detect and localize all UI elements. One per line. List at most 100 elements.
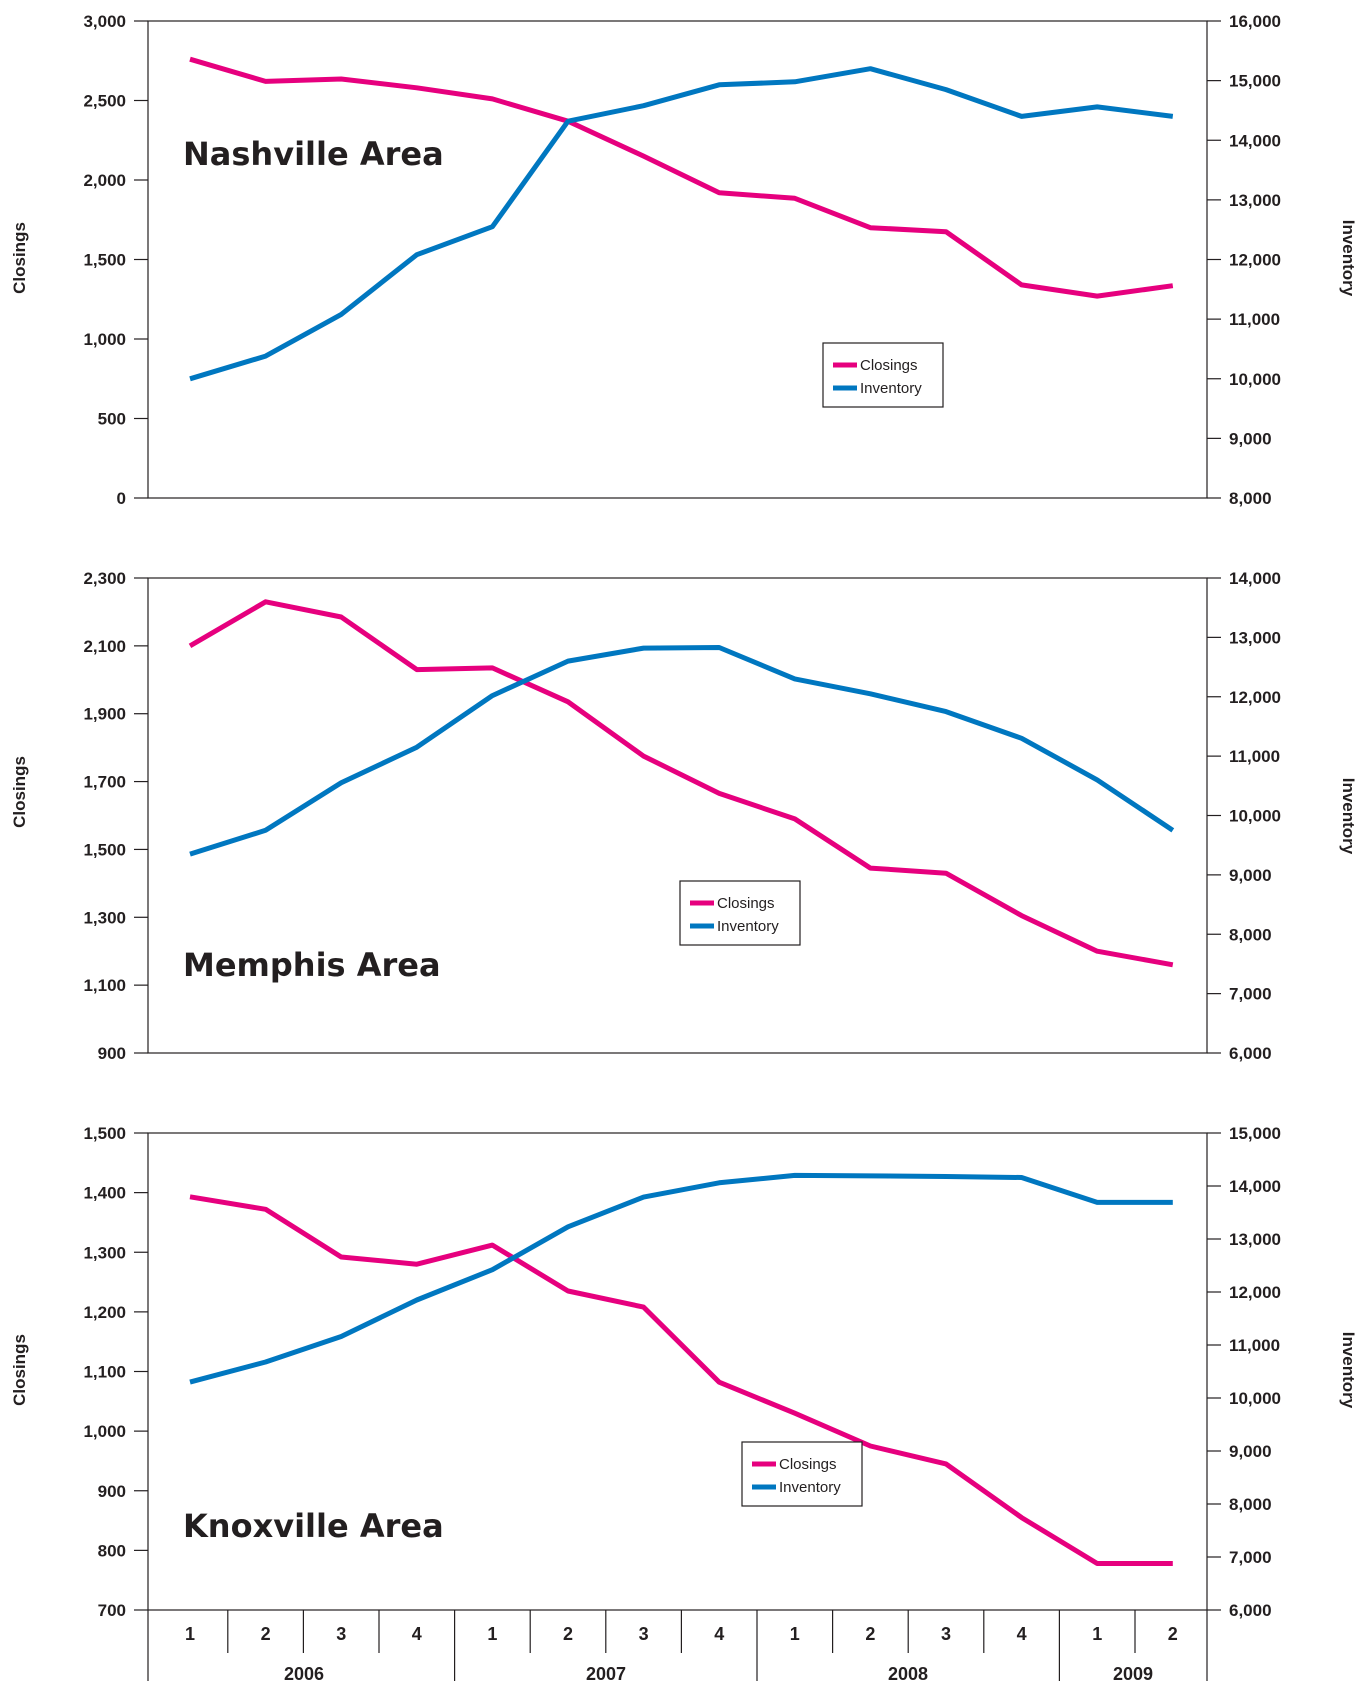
year-label: 2009 <box>1113 1664 1153 1684</box>
legend-label-inventory: Inventory <box>860 380 922 397</box>
left-axis-title: Closings <box>10 222 29 294</box>
quarter-label: 2 <box>563 1624 573 1644</box>
right-tick-label: 12,000 <box>1229 251 1281 270</box>
quarter-label: 1 <box>185 1624 195 1644</box>
series-line-closings <box>189 56 1174 299</box>
quarter-label: 3 <box>941 1624 951 1644</box>
quarter-label: 2 <box>865 1624 875 1644</box>
left-tick-label: 2,000 <box>83 171 126 190</box>
left-tick-label: 1,900 <box>83 705 126 724</box>
right-tick-label: 9,000 <box>1229 1442 1272 1461</box>
series-line-inventory <box>189 1172 1173 1385</box>
panel-title: Nashville Area <box>183 135 444 173</box>
right-axis-title: Inventory <box>1339 1332 1358 1409</box>
series-line-inventory <box>189 66 1174 382</box>
right-tick-label: 6,000 <box>1229 1044 1272 1063</box>
quarter-label: 1 <box>790 1624 800 1644</box>
right-tick-label: 13,000 <box>1229 191 1281 210</box>
plot-frame <box>147 20 1208 499</box>
series-line-closings <box>188 599 1174 968</box>
legend-label-inventory: Inventory <box>779 1479 841 1496</box>
left-tick-label: 700 <box>98 1601 126 1620</box>
panel-1: 0 500 1,000 1,500 2,000 2,500 3,000 8,000 9,000 1… <box>10 12 1358 508</box>
right-tick-label: 10,000 <box>1229 807 1281 826</box>
left-tick-label: 1,000 <box>83 1422 126 1441</box>
left-tick-label: 1,100 <box>83 976 126 995</box>
left-tick-label: 900 <box>98 1482 126 1501</box>
left-tick-label: 0 <box>117 489 126 508</box>
left-tick-label: 1,200 <box>83 1303 126 1322</box>
legend-box <box>679 880 801 946</box>
legend-label-inventory: Inventory <box>717 918 779 935</box>
right-tick-label: 9,000 <box>1229 866 1272 885</box>
left-tick-label: 1,000 <box>83 330 126 349</box>
left-tick-label: 500 <box>98 410 126 429</box>
right-tick-label: 7,000 <box>1229 985 1272 1004</box>
left-tick-label: 1,300 <box>83 908 126 927</box>
left-tick-label: 2,500 <box>83 92 126 111</box>
right-tick-label: 8,000 <box>1229 489 1272 508</box>
left-axis-title: Closings <box>10 1334 29 1406</box>
left-tick-label: 1,400 <box>83 1184 126 1203</box>
quarter-label: 3 <box>336 1624 346 1644</box>
right-tick-label: 16,000 <box>1229 12 1281 31</box>
left-tick-label: 2,100 <box>83 637 126 656</box>
right-axis-title: Inventory <box>1339 778 1358 855</box>
left-tick-label: 900 <box>98 1044 126 1063</box>
right-tick-label: 14,000 <box>1229 569 1281 588</box>
right-tick-label: 8,000 <box>1229 1495 1272 1514</box>
quarter-label: 2 <box>1168 1624 1178 1644</box>
right-tick-label: 13,000 <box>1229 628 1281 647</box>
panel-3: 700 800 900 1,000 1,100 1,200 1,300 1,400 1,500 6… <box>10 1124 1358 1620</box>
left-tick-label: 800 <box>98 1541 126 1560</box>
right-tick-label: 8,000 <box>1229 925 1272 944</box>
quarter-label: 4 <box>714 1624 724 1644</box>
right-tick-label: 7,000 <box>1229 1548 1272 1567</box>
quarter-label: 2 <box>261 1624 271 1644</box>
right-tick-label: 11,000 <box>1229 747 1280 766</box>
quarter-label: 4 <box>1017 1624 1027 1644</box>
legend-box <box>822 342 944 408</box>
legend-box <box>741 1441 863 1507</box>
left-tick-label: 1,500 <box>83 251 126 270</box>
right-tick-label: 14,000 <box>1229 131 1281 150</box>
left-tick-label: 1,500 <box>83 840 126 859</box>
quarter-label: 1 <box>487 1624 497 1644</box>
category-axis: 1 2 3 4 1 2 3 4 1 2 3 4 1 2 2006 2007 2008 2009 <box>147 1610 1208 1684</box>
left-tick-label: 2,300 <box>83 569 126 588</box>
left-axis-title: Closings <box>10 756 29 828</box>
panel-2: 900 1,100 1,300 1,500 1,700 1,900 2,100 2,300 6,… <box>10 569 1358 1063</box>
series-line-inventory <box>189 645 1175 857</box>
panel-title: Knoxville Area <box>183 1507 444 1545</box>
left-tick-label: 1,300 <box>83 1243 126 1262</box>
right-tick-label: 12,000 <box>1229 1283 1281 1302</box>
left-tick-label: 1,500 <box>83 1124 126 1143</box>
legend-label-closings: Closings <box>860 357 918 374</box>
right-tick-label: 6,000 <box>1229 1601 1272 1620</box>
legend: Closings Inventory <box>822 342 944 408</box>
right-tick-label: 15,000 <box>1229 72 1281 91</box>
year-label: 2008 <box>888 1664 928 1684</box>
left-tick-label: 3,000 <box>83 12 126 31</box>
right-tick-label: 15,000 <box>1229 1124 1281 1143</box>
left-tick-label: 1,100 <box>83 1363 126 1382</box>
legend-label-closings: Closings <box>779 1456 837 1473</box>
right-tick-label: 14,000 <box>1229 1177 1281 1196</box>
left-tick-label: 1,700 <box>83 773 126 792</box>
year-label: 2006 <box>284 1664 324 1684</box>
right-tick-label: 11,000 <box>1229 310 1280 329</box>
right-tick-label: 11,000 <box>1229 1336 1280 1355</box>
year-label: 2007 <box>586 1664 626 1684</box>
right-tick-label: 12,000 <box>1229 688 1281 707</box>
right-tick-label: 9,000 <box>1229 429 1272 448</box>
panel-title: Memphis Area <box>183 946 441 984</box>
legend: Closings Inventory <box>679 880 801 946</box>
quarter-label: 1 <box>1092 1624 1102 1644</box>
series-line-closings <box>189 1194 1173 1566</box>
right-tick-label: 13,000 <box>1229 1230 1281 1249</box>
legend: Closings Inventory <box>741 1441 863 1507</box>
legend-label-closings: Closings <box>717 895 775 912</box>
right-axis-title: Inventory <box>1339 220 1358 297</box>
right-tick-label: 10,000 <box>1229 1389 1281 1408</box>
